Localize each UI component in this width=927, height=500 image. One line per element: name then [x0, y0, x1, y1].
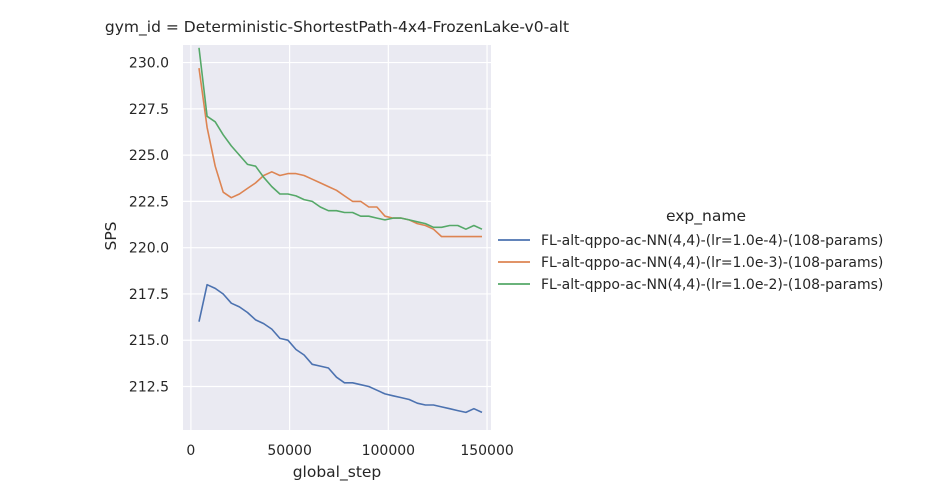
legend-title: exp_name — [666, 207, 746, 226]
series-line-2 — [198, 67, 482, 238]
chart-title: gym_id = Deterministic-ShortestPath-4x4-… — [105, 18, 569, 37]
plot-area — [183, 45, 491, 430]
y-tick-label: 215.0 — [129, 333, 169, 349]
y-axis-label: SPS — [102, 221, 120, 250]
series-lines — [198, 47, 483, 414]
x-tick-label: 150000 — [460, 443, 513, 459]
x-tick-label: 100000 — [362, 443, 415, 459]
legend-label-1: FL-alt-qppo-ac-NN(4,4)-(lr=1.0e-4)-(108-… — [541, 233, 883, 249]
series-line-1 — [198, 283, 483, 414]
x-tick-label: 50000 — [267, 443, 312, 459]
series-line-3 — [198, 47, 483, 230]
x-axis-label: global_step — [293, 463, 382, 482]
legend-label-2: FL-alt-qppo-ac-NN(4,4)-(lr=1.0e-3)-(108-… — [541, 255, 883, 271]
y-tick-label: 227.5 — [129, 102, 169, 118]
y-tick-label: 220.0 — [129, 241, 169, 257]
legend: exp_name FL-alt-qppo-ac-NN(4,4)-(lr=1.0e… — [498, 207, 883, 293]
y-tick-label: 225.0 — [129, 148, 169, 164]
y-tick-label: 230.0 — [129, 56, 169, 72]
x-tick-label: 0 — [186, 443, 195, 459]
y-tick-label: 217.5 — [129, 287, 169, 303]
axis-ticks: 0 50000 100000 150000 212.5 215.0 217.5 220.0 22… — [129, 56, 514, 459]
y-tick-label: 212.5 — [129, 380, 169, 396]
grid-lines — [183, 45, 491, 430]
legend-label-3: FL-alt-qppo-ac-NN(4,4)-(lr=1.0e-2)-(108-… — [541, 277, 883, 293]
legend-items: FL-alt-qppo-ac-NN(4,4)-(lr=1.0e-4)-(108-… — [498, 233, 883, 293]
y-tick-label: 222.5 — [129, 194, 169, 210]
